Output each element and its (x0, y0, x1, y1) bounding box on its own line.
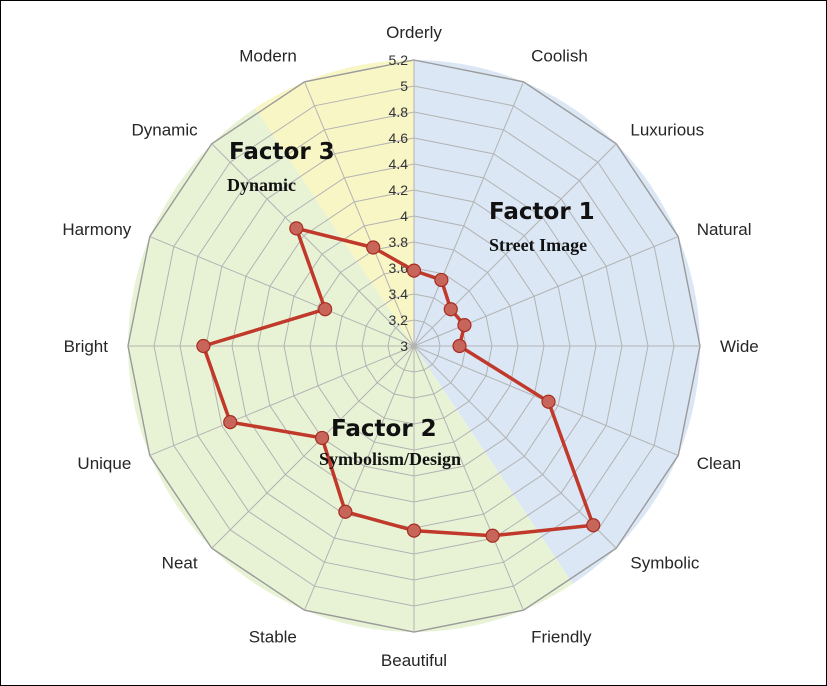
axis-label-coolish: Coolish (531, 46, 588, 65)
series-group (196, 221, 601, 543)
factor-3-region (255, 60, 414, 346)
factor-3-title: Factor 3 (229, 139, 335, 165)
axis-label-modern: Modern (239, 46, 297, 65)
axis-label-neat: Neat (162, 553, 198, 572)
grid-spoke (211, 143, 415, 347)
grid-spoke (413, 345, 617, 549)
tick-label: 4.8 (389, 104, 409, 120)
axis-label-bright: Bright (64, 337, 109, 356)
data-point-orderly (406, 263, 422, 278)
axis-label-unique: Unique (77, 454, 131, 473)
data-point-luxurious (443, 302, 458, 317)
axis-label-beautiful: Beautiful (381, 651, 447, 670)
tick-label: 3.4 (389, 286, 409, 302)
factor-regions (128, 60, 700, 632)
tick-label: 3.2 (389, 312, 409, 328)
axis-label-harmony: Harmony (62, 220, 131, 239)
tick-label: 5 (400, 78, 408, 94)
data-point-harmony (318, 302, 333, 317)
data-point-symbolic (586, 518, 601, 533)
tick-label: 4.6 (389, 130, 409, 146)
axis-label-luxurious: Luxurious (630, 121, 704, 140)
data-point-unique (223, 415, 238, 430)
axis-label-wide: Wide (720, 337, 759, 356)
data-point-beautiful (406, 523, 422, 538)
data-point-stable (338, 504, 353, 519)
grid-spoke (149, 345, 415, 456)
axis-label-orderly: Orderly (386, 23, 442, 42)
factor-1-region (414, 60, 700, 584)
grid-spoke (211, 345, 415, 549)
grid-spoke (413, 345, 524, 611)
radial-tick-labels: 33.23.43.63.844.24.44.64.855.2 (389, 52, 409, 354)
axis-labels: Orderly Coolish Luxurious Natural Wide Clean S… (62, 23, 758, 670)
tick-label: 4.4 (389, 156, 409, 172)
axis-label-clean: Clean (697, 454, 741, 473)
data-point-clean (541, 394, 556, 409)
radar-grid (127, 59, 701, 633)
axis-label-natural: Natural (697, 220, 752, 239)
factor-1-subtitle: Street Image (489, 235, 587, 255)
grid-spoke (304, 81, 415, 347)
tick-label: 4.2 (389, 182, 409, 198)
tick-label: 3 (400, 338, 408, 354)
factor-2-title: Factor 2 (331, 416, 437, 442)
factor-2-region (128, 108, 573, 632)
tick-label: 5.2 (389, 52, 409, 68)
data-point-bright (196, 338, 211, 354)
data-point-coolish (434, 272, 449, 288)
data-point-neat (314, 430, 330, 446)
factor-2-subtitle: Symbolism/Design (319, 449, 461, 469)
factor-labels: Factor 1 Street Image Factor 2 Symbolism… (227, 139, 595, 469)
data-point-modern (366, 240, 381, 255)
axis-label-symbolic: Symbolic (630, 553, 699, 572)
grid-spoke (413, 81, 524, 347)
data-point-wide (452, 338, 467, 354)
tick-label: 4 (400, 208, 408, 224)
tick-label: 3.8 (389, 234, 409, 250)
grid-spoke (304, 345, 415, 611)
factor-1-title: Factor 1 (489, 199, 595, 225)
grid-spoke (149, 236, 415, 347)
axis-label-friendly: Friendly (531, 628, 592, 647)
axis-label-dynamic: Dynamic (131, 121, 198, 140)
factor-3-subtitle: Dynamic (227, 175, 296, 195)
data-point-dynamic (289, 221, 304, 236)
data-point-natural (457, 318, 472, 333)
axis-label-stable: Stable (249, 628, 297, 647)
data-point-friendly (485, 528, 500, 543)
